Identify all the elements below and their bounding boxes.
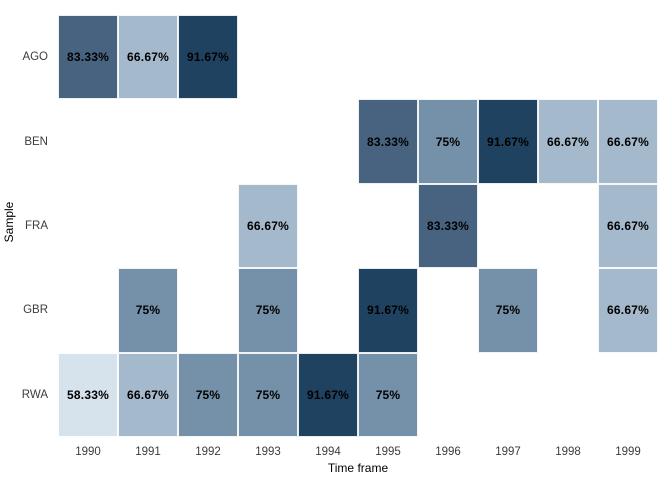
heatmap-cell-FRA-1993: 66.67% [238,183,298,269]
x-axis-title: Time frame [327,461,389,475]
heatmap-cell-FRA-1999: 66.67% [598,183,658,269]
x-tick-label-1997: 1997 [495,446,521,458]
x-tick-label-1990: 1990 [75,446,101,458]
heatmap-cell-BEN-1999: 66.67% [598,99,658,184]
heatmap-cell-RWA-1994: 91.67% [298,352,358,437]
plot-area: 83.33% 66.67% 91.67% 83.33% 75% 91.67% 66.67% 6… [58,15,658,437]
heatmap-cell-RWA-1990: 58.33% [58,352,118,437]
heatmap-cell-GBR-1991: 75% [118,268,178,353]
y-tick-label-BEN: BEN [24,135,48,148]
heatmap-cell-GBR-1999: 66.67% [598,268,658,353]
y-tick-label-AGO: AGO [22,51,48,64]
x-tick-label-1999: 1999 [615,446,641,458]
heatmap-cell-AGO-1991: 66.67% [118,15,178,100]
heatmap-cell-RWA-1991: 66.67% [118,352,178,437]
heatmap-cell-GBR-1993: 75% [238,268,298,353]
heatmap-cell-RWA-1993: 75% [238,352,298,437]
heatmap-cell-RWA-1995: 75% [358,352,418,437]
x-tick-label-1991: 1991 [135,446,161,458]
heatmap-cell-GBR-1997: 75% [478,268,538,353]
x-tick-label-1993: 1993 [255,446,281,458]
heatmap-cell-RWA-1992: 75% [178,352,238,437]
heatmap-cell-GBR-1995: 91.67% [358,268,418,353]
heatmap-cell-AGO-1992: 91.67% [178,15,238,100]
x-tick-label-1992: 1992 [195,446,221,458]
heatmap-cell-BEN-1997: 91.67% [478,99,538,184]
y-tick-label-GBR: GBR [23,304,48,317]
x-tick-label-1995: 1995 [375,446,401,458]
x-tick-label-1998: 1998 [555,446,581,458]
heatmap-cell-BEN-1996: 75% [418,99,478,184]
heatmap-cell-BEN-1998: 66.67% [538,99,598,184]
y-tick-label-RWA: RWA [21,388,48,401]
y-tick-label-FRA: FRA [25,220,48,232]
x-tick-label-1996: 1996 [435,446,461,458]
heatmap-cell-BEN-1995: 83.33% [358,99,418,184]
heatmap-cell-AGO-1990: 83.33% [58,15,118,100]
heatmap-cell-FRA-1996: 83.33% [418,183,478,269]
x-tick-label-1994: 1994 [315,446,341,458]
